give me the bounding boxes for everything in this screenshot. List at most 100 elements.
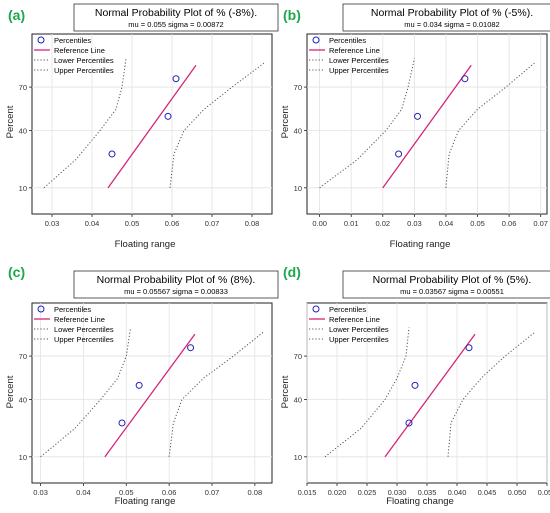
x-tick-label: 0.025 bbox=[358, 488, 377, 497]
x-tick-label: 0.08 bbox=[248, 488, 263, 497]
y-tick-label: 40 bbox=[294, 126, 302, 135]
x-tick-label: 0.04 bbox=[439, 219, 454, 228]
legend-entry: Lower Percentiles bbox=[329, 56, 389, 65]
x-axis-label: Floating change bbox=[386, 496, 454, 507]
y-tick-label: 40 bbox=[19, 395, 27, 404]
x-tick-label: 0.035 bbox=[418, 488, 437, 497]
chart-title: Normal Probability Plot of % (-5%). bbox=[371, 7, 533, 19]
reference-line bbox=[382, 64, 472, 189]
x-tick-label: 0.08 bbox=[245, 219, 260, 228]
percentile-point bbox=[172, 75, 180, 83]
title-box bbox=[73, 3, 279, 32]
percentile-point bbox=[465, 344, 473, 352]
y-tick-label: 10 bbox=[19, 453, 27, 462]
x-tick-label: 0.015 bbox=[298, 488, 317, 497]
lower-percentiles-line bbox=[40, 327, 132, 458]
y-axis-label: Percent bbox=[5, 105, 16, 138]
percentile-point bbox=[461, 75, 469, 83]
x-tick-label: 0.07 bbox=[533, 219, 548, 228]
legend-entry: Lower Percentiles bbox=[329, 325, 389, 334]
legend-entry: Upper Percentiles bbox=[54, 335, 114, 344]
legend-entry: Reference Line bbox=[329, 46, 380, 55]
x-tick-label: 0.05 bbox=[119, 488, 134, 497]
x-tick-label: 0.00 bbox=[312, 219, 327, 228]
chart-stats: mu = 0.03567 sigma = 0.00551 bbox=[400, 287, 504, 296]
panel-label: (c) bbox=[8, 264, 25, 280]
legend-entry: Percentiles bbox=[329, 36, 366, 45]
y-tick-label: 10 bbox=[19, 184, 27, 193]
title-box bbox=[342, 3, 550, 32]
y-tick-label: 40 bbox=[294, 395, 302, 404]
percentile-point bbox=[118, 419, 126, 427]
reference-line bbox=[104, 333, 196, 458]
y-axis-label: Percent bbox=[280, 375, 291, 408]
reference-line bbox=[384, 333, 476, 458]
plot-area bbox=[31, 33, 273, 215]
x-tick-label: 0.05 bbox=[125, 219, 140, 228]
legend-entry: Lower Percentiles bbox=[54, 56, 114, 65]
panel-label: (a) bbox=[8, 7, 25, 23]
percentile-point bbox=[411, 381, 419, 389]
percentile-point bbox=[135, 381, 143, 389]
reference-line bbox=[107, 64, 197, 189]
x-tick-label: 0.01 bbox=[344, 219, 359, 228]
legend-marker-percentiles bbox=[37, 36, 45, 44]
percentile-point bbox=[108, 150, 116, 158]
x-axis-label: Floating range bbox=[115, 239, 176, 250]
chart-title: Normal Probability Plot of % (5%). bbox=[373, 274, 532, 286]
percentile-point bbox=[164, 112, 172, 120]
y-axis-label: Percent bbox=[280, 105, 291, 138]
x-tick-label: 0.045 bbox=[478, 488, 497, 497]
chart-panel-2: (b) 0.00 0.01 0.02 0.03 0.04 0.05 0.06 0.07 10 40 7… bbox=[280, 3, 550, 250]
chart-stats: mu = 0.055 sigma = 0.00872 bbox=[128, 20, 223, 29]
x-tick-label: 0.03 bbox=[407, 219, 422, 228]
x-tick-label: 0.04 bbox=[76, 488, 91, 497]
x-tick-label: 0.06 bbox=[502, 219, 517, 228]
x-tick-label: 0.03 bbox=[45, 219, 60, 228]
x-tick-label: 0.020 bbox=[328, 488, 347, 497]
upper-percentiles-line bbox=[168, 331, 264, 457]
chart-panel-4: (d) 0.015 0.020 0.025 0.030 0.035 0.040 0.045 0.… bbox=[280, 264, 550, 507]
y-tick-label: 40 bbox=[19, 126, 27, 135]
x-tick-label: 0.06 bbox=[165, 219, 180, 228]
chart-panel-1: (a) 0.03 0.04 0.05 0.06 0.07 0.08 10 40 70 Floatin… bbox=[5, 3, 279, 250]
x-tick-label: 0.05 bbox=[470, 219, 485, 228]
title-box bbox=[342, 270, 550, 299]
legend-entry: Reference Line bbox=[329, 315, 380, 324]
percentile-point bbox=[414, 112, 422, 120]
legend-marker-percentiles bbox=[312, 36, 320, 44]
x-tick-label: 0.02 bbox=[375, 219, 390, 228]
percentile-point bbox=[187, 344, 195, 352]
y-axis-label: Percent bbox=[5, 375, 16, 408]
panel-label: (d) bbox=[283, 264, 301, 280]
legend-entry: Reference Line bbox=[54, 315, 105, 324]
y-tick-label: 10 bbox=[294, 453, 302, 462]
legend-entry: Percentiles bbox=[329, 305, 366, 314]
x-axis-label: Floating range bbox=[115, 496, 176, 507]
x-tick-label: 0.03 bbox=[33, 488, 48, 497]
legend-entry: Reference Line bbox=[54, 46, 105, 55]
x-tick-label: 0.07 bbox=[205, 488, 220, 497]
lower-percentiles-line bbox=[43, 58, 127, 189]
legend-marker-percentiles bbox=[37, 305, 45, 313]
legend-entry: Lower Percentiles bbox=[54, 325, 114, 334]
panel-label: (b) bbox=[283, 7, 301, 23]
chart-title: Normal Probability Plot of % (8%). bbox=[97, 274, 256, 286]
y-tick-label: 70 bbox=[19, 83, 27, 92]
chart-stats: mu = 0.034 sigma = 0.01082 bbox=[404, 20, 499, 29]
lower-percentiles-line bbox=[319, 58, 415, 189]
y-tick-label: 70 bbox=[294, 83, 302, 92]
title-box bbox=[73, 270, 279, 299]
x-tick-label: 0.030 bbox=[388, 488, 407, 497]
x-tick-label: 0.07 bbox=[205, 219, 220, 228]
x-tick-label: 0.06 bbox=[162, 488, 177, 497]
chart-panel-3: (c) 0.03 0.04 0.05 0.06 0.07 0.08 10 40 70 Floatin… bbox=[5, 264, 279, 507]
upper-percentiles-line bbox=[447, 331, 536, 457]
y-tick-label: 10 bbox=[294, 184, 302, 193]
x-tick-label: 0.040 bbox=[448, 488, 467, 497]
percentile-point bbox=[395, 150, 403, 158]
legend-entry: Percentiles bbox=[54, 305, 91, 314]
legend-entry: Upper Percentiles bbox=[329, 66, 389, 75]
legend-entry: Percentiles bbox=[54, 36, 91, 45]
legend-entry: Upper Percentiles bbox=[54, 66, 114, 75]
